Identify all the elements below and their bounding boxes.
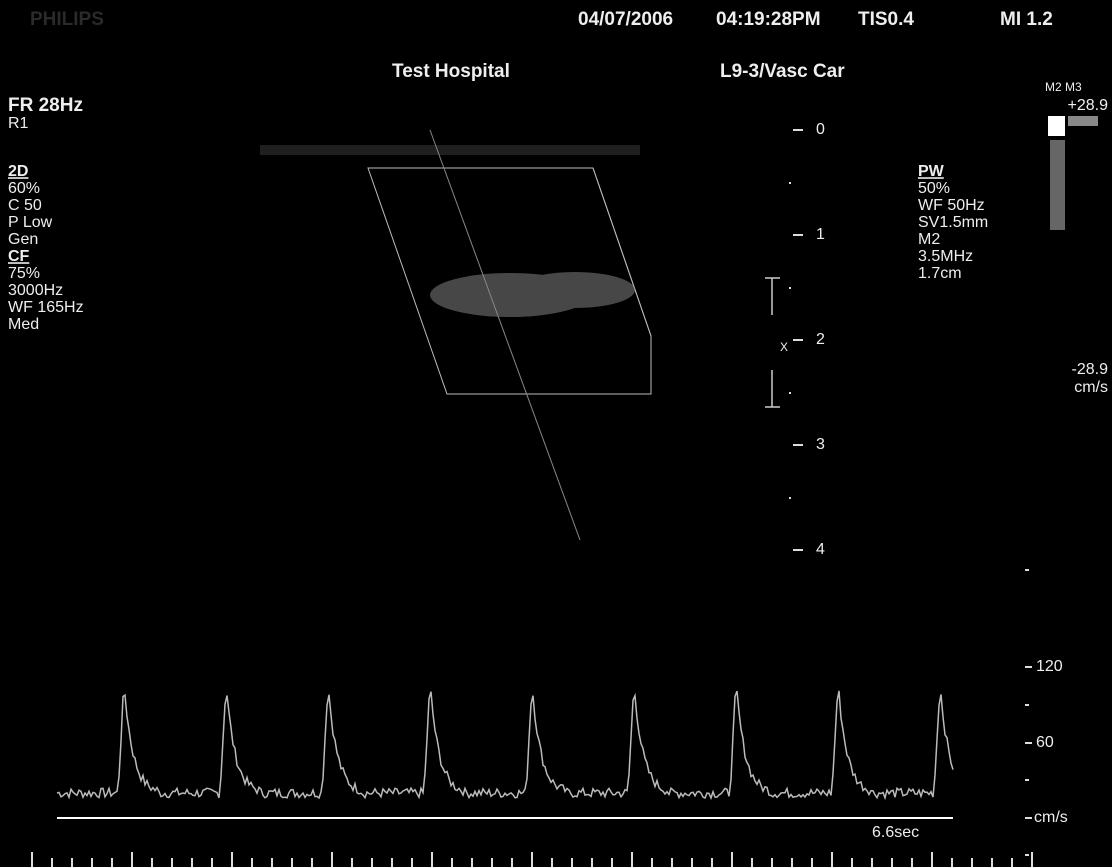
time: 04:19:28PM <box>716 9 821 30</box>
depth-dot <box>789 287 791 289</box>
institution: Test Hospital <box>392 61 510 82</box>
color-bar-max: +28.9 <box>1068 97 1109 114</box>
sweep-label: 6.6sec <box>872 824 919 841</box>
depth-label: 2 <box>816 331 825 348</box>
page: PHILIPS 04/07/2006 04:19:28PM TIS0.4 MI … <box>0 0 1112 867</box>
color-bar <box>1050 140 1065 230</box>
setting: 50% <box>918 180 950 197</box>
depth-label: 0 <box>816 121 825 138</box>
setting: 3.5MHz <box>918 248 973 265</box>
depth-label: 1 <box>816 226 825 243</box>
setting: 60% <box>8 180 40 197</box>
depth-dot <box>789 497 791 499</box>
setting: M2 <box>918 231 940 248</box>
depth-label: 3 <box>816 436 825 453</box>
setting: P Low <box>8 214 53 231</box>
frame-rate: FR 28Hz <box>8 95 83 116</box>
setting: SV1.5mm <box>918 214 988 231</box>
doppler-label: 60 <box>1036 734 1054 751</box>
setting: 3000Hz <box>8 282 63 299</box>
setting: 1.7cm <box>918 265 962 282</box>
setting: 75% <box>8 265 40 282</box>
setting: Med <box>8 316 39 333</box>
setting: C 50 <box>8 197 42 214</box>
section-title: 2D <box>8 163 28 180</box>
depth-label: 4 <box>816 541 825 558</box>
color-bar-min: -28.9 <box>1072 361 1109 378</box>
color-bar-swatch <box>1048 116 1065 136</box>
gate-label: X <box>780 340 788 354</box>
ultrasound-screen: PHILIPS 04/07/2006 04:19:28PM TIS0.4 MI … <box>0 0 1112 867</box>
doppler-label: 120 <box>1036 658 1063 675</box>
background <box>0 0 1112 867</box>
depth-dot <box>789 182 791 184</box>
setting: WF 50Hz <box>918 197 985 214</box>
section-title: PW <box>918 163 945 180</box>
transducer: L9-3/Vasc Car <box>720 61 845 82</box>
color-bar-swatch <box>1068 116 1098 126</box>
mi: MI 1.2 <box>1000 9 1053 30</box>
brand: PHILIPS <box>30 9 104 30</box>
section-title: CF <box>8 248 30 265</box>
date: 04/07/2006 <box>578 9 673 30</box>
setting: Gen <box>8 231 38 248</box>
color-bar-unit: cm/s <box>1074 379 1108 396</box>
tis: TIS0.4 <box>858 9 914 30</box>
resolution: R1 <box>8 115 29 132</box>
setting: WF 165Hz <box>8 299 84 316</box>
color-bar-label: M2 M3 <box>1045 80 1082 94</box>
doppler-unit: cm/s <box>1034 809 1068 826</box>
depth-dot <box>789 392 791 394</box>
